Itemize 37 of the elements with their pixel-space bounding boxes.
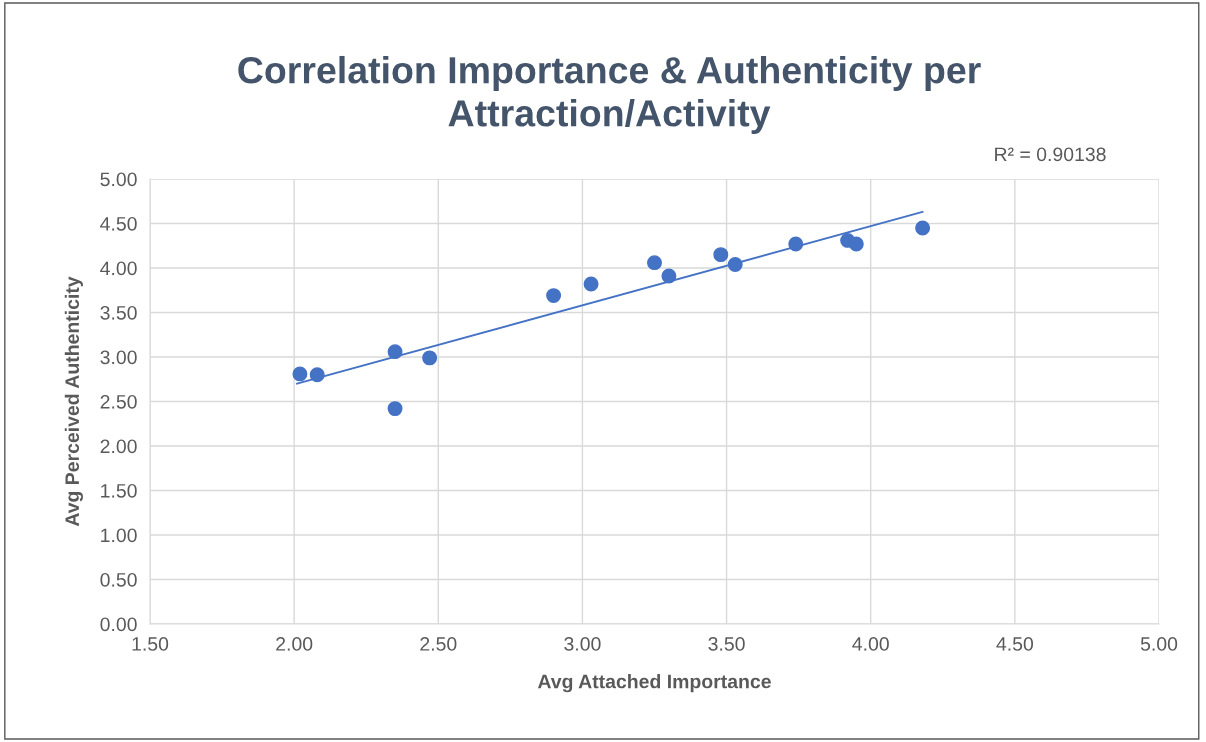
point [788, 236, 804, 252]
y-tick-label: 2.00 [100, 439, 137, 454]
point [546, 288, 562, 304]
point [387, 401, 403, 417]
y-axis-title: Avg Perceived Authenticity [64, 276, 83, 527]
x-tick-label: 1.50 [132, 637, 169, 651]
y-tick-label: 3.00 [100, 350, 137, 365]
point [727, 256, 743, 272]
point [583, 276, 599, 292]
point [309, 367, 325, 383]
point [422, 350, 438, 366]
y-tick-label: 5.00 [100, 172, 137, 187]
point [647, 255, 662, 271]
point [713, 247, 729, 263]
chart-title: Correlation Importance & Authenticity per Attraction/Activity [238, 55, 981, 135]
y-tick-label: 4.50 [100, 216, 137, 231]
text: R² = 0.90138 [995, 147, 1106, 162]
point [292, 366, 308, 382]
x-tick-label: 2.50 [420, 637, 457, 651]
y-tick-label: 3.50 [100, 305, 137, 320]
x-tick-label: 2.00 [276, 637, 313, 651]
x-tick-label: 5.00 [1140, 637, 1178, 651]
y-tick-label: 1.00 [101, 528, 137, 543]
y-tick-label: 4.00 [100, 261, 137, 276]
x-tick-label: 4.50 [996, 637, 1034, 651]
point [387, 344, 403, 360]
y-tick-label: 2.50 [100, 394, 137, 409]
y-tick-label: 0.50 [100, 572, 137, 587]
y-tick-label: 0.00 [100, 617, 137, 632]
point [915, 220, 931, 236]
x-tick-label: 3.50 [708, 637, 745, 651]
point [848, 236, 864, 252]
x-tick-label: 4.00 [852, 637, 889, 651]
point [661, 268, 677, 284]
x-axis-title: Avg Attached Importance [537, 674, 771, 693]
y-tick-label: 1.50 [101, 483, 137, 498]
x-tick-label: 3.00 [564, 637, 601, 651]
